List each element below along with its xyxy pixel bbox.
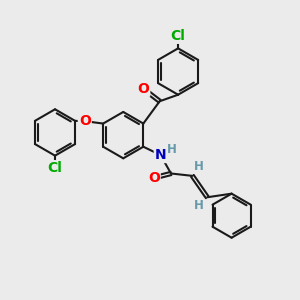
Text: O: O	[79, 114, 91, 128]
Text: Cl: Cl	[171, 29, 185, 43]
Text: H: H	[194, 199, 204, 212]
Text: H: H	[167, 143, 177, 156]
Text: O: O	[148, 171, 160, 185]
Text: Cl: Cl	[48, 161, 62, 175]
Text: H: H	[194, 160, 204, 173]
Text: N: N	[155, 148, 167, 162]
Text: O: O	[137, 82, 149, 96]
